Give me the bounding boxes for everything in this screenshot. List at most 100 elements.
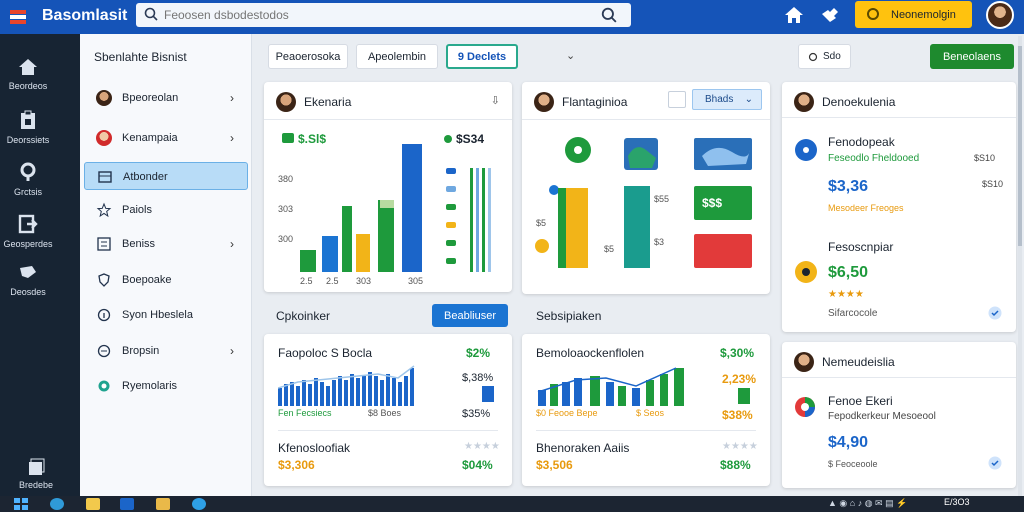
row-label: Faopoloc S Bocla — [278, 346, 373, 360]
legend-bar — [482, 168, 485, 272]
chart-value-label: $.Sl$ — [298, 132, 327, 146]
y-tick: 380 — [278, 174, 294, 184]
avatar — [96, 90, 112, 106]
avatar — [794, 92, 814, 112]
card-tiles: Flantaginioa Bhads ⌄ $$$ $5 $55 $3 $5 — [522, 82, 770, 294]
nav-item-4[interactable]: Beniss › — [84, 230, 248, 258]
nav-item-5[interactable]: Boepoake — [84, 266, 248, 294]
search-submit-icon[interactable] — [601, 7, 617, 23]
chevron-right-icon: › — [230, 131, 234, 145]
tile-dot — [549, 185, 559, 195]
check-circle-icon[interactable] — [988, 456, 1002, 470]
mini-bar — [738, 388, 750, 404]
nav-item-3[interactable]: Paiols — [84, 196, 248, 224]
section-action-button[interactable]: Beabliuser — [432, 304, 508, 327]
nav-item-label: Bpeoreolan — [122, 92, 179, 104]
tile-dot — [535, 239, 549, 253]
tab-overview[interactable]: Peaoerosoka — [268, 44, 348, 69]
folder-icon[interactable] — [86, 498, 100, 510]
clock[interactable]: E/3O3 — [944, 497, 970, 507]
card-title: Ekenaria — [304, 95, 352, 109]
tab-appointments[interactable]: Apeolembin — [356, 44, 438, 69]
rail-item-messages[interactable]: Deosdes — [0, 264, 56, 297]
nav-item-7[interactable]: Bropsin › — [84, 337, 248, 365]
legend-swatch — [446, 186, 456, 192]
nav-item-0[interactable]: Bpeoreolan › — [84, 84, 248, 112]
clipboard-icon — [21, 110, 35, 129]
app-logo-icon — [10, 10, 26, 24]
rail-item-export[interactable]: Geosperdes — [0, 214, 56, 249]
x-tick: 2.5 — [300, 276, 313, 286]
avatar[interactable] — [986, 1, 1014, 29]
rail-item-label: Beordeos — [8, 81, 48, 91]
money-tile — [694, 186, 752, 220]
browser-icon[interactable] — [50, 498, 64, 510]
axis-label: $ Seos — [636, 408, 665, 418]
nav-item-6[interactable]: Syon Hbeslela — [84, 301, 248, 329]
coin-icon — [867, 8, 879, 20]
upgrade-button[interactable]: Neonemolgin — [855, 1, 972, 28]
bar — [624, 186, 650, 268]
nav-item-label: Kenampaia — [122, 132, 178, 144]
scrollbar[interactable] — [1018, 36, 1022, 496]
section-title: Sebsipiaken — [536, 309, 602, 323]
rail-item-documents[interactable]: Deorssiets — [0, 110, 56, 145]
rail-footer[interactable]: Bredebe — [6, 458, 66, 490]
row-left-value: $3,306 — [278, 458, 315, 472]
new-button[interactable]: Beneolaens — [930, 44, 1014, 69]
map-land — [628, 147, 656, 168]
search-bar[interactable] — [136, 3, 631, 27]
scrollbar-thumb[interactable] — [1018, 46, 1022, 246]
pin-icon[interactable]: ⇩ — [490, 95, 500, 107]
nav-item-label: Boepoake — [122, 274, 172, 286]
search-icon — [144, 7, 158, 21]
rating-stars: ★★★★ — [828, 289, 864, 300]
pie-icon — [795, 397, 815, 417]
nav-item-2[interactable]: Atbonder — [84, 162, 248, 190]
right-value: 2,23% — [722, 372, 757, 386]
bar — [322, 236, 338, 272]
rail-item-label: Deorssiets — [6, 135, 50, 145]
check-circle-icon[interactable] — [988, 306, 1002, 320]
mini-bar — [482, 386, 494, 402]
rail-item-home[interactable]: Beordeos — [0, 58, 56, 91]
legend-dot — [444, 135, 452, 143]
shield-icon — [98, 273, 110, 287]
edge-icon[interactable] — [192, 498, 206, 510]
x-tick: 305 — [408, 276, 424, 286]
tray-icons[interactable]: ▲ ◉ ⌂ ♪ ◍ ✉ ▤ ⚡ — [828, 498, 908, 508]
legend-swatch — [446, 168, 456, 174]
puzzle-icon[interactable] — [820, 6, 840, 24]
card-stats-left: Faopoloc S Bocla $2% Fen Fecsiecs $8 Boe… — [264, 334, 512, 486]
rail-item-label: Grctsis — [14, 187, 42, 197]
card-list-1: Denoekulenia Fenodopeak Feseodlo Fheldoo… — [782, 82, 1016, 332]
nav-item-1[interactable]: Kenampaia › — [84, 124, 248, 152]
files-icon[interactable] — [156, 498, 170, 510]
search-input[interactable] — [164, 6, 594, 24]
nav-item-label: Syon Hbeslela — [122, 309, 193, 321]
home-icon[interactable] — [784, 6, 804, 24]
legend-bar — [476, 168, 479, 272]
share-button[interactable]: Sdo — [798, 44, 851, 69]
item-meta: $ Feoceoole — [828, 459, 878, 469]
bar — [356, 234, 370, 272]
windows-start-icon[interactable] — [14, 498, 28, 510]
section-title: Cpkoinker — [276, 309, 331, 323]
chevron-down-icon[interactable]: ⌄ — [566, 50, 576, 62]
checkbox[interactable] — [668, 91, 686, 108]
item-name: Fenoe Ekeri — [828, 394, 893, 408]
axis-label: $8 Boes — [368, 408, 402, 418]
row-label: Bhenoraken Aaiis — [536, 441, 630, 455]
tab-details[interactable]: 9 Declets — [446, 44, 518, 69]
nav-item-8[interactable]: Ryemolaris — [84, 372, 248, 400]
filter-dropdown[interactable]: Bhads ⌄ — [692, 89, 762, 110]
top-bar: Basomlasit Neonemolgin — [0, 0, 1024, 34]
tile-grid — [535, 137, 752, 268]
tile-dot-center — [574, 146, 582, 154]
rail-item-search[interactable]: Grctsis — [0, 162, 56, 197]
settings-icon — [808, 52, 818, 62]
nav-item-label: Paiols — [122, 204, 152, 216]
tile-label: $5 — [536, 218, 547, 228]
mail-icon[interactable] — [120, 498, 134, 510]
document-icon — [29, 458, 45, 475]
